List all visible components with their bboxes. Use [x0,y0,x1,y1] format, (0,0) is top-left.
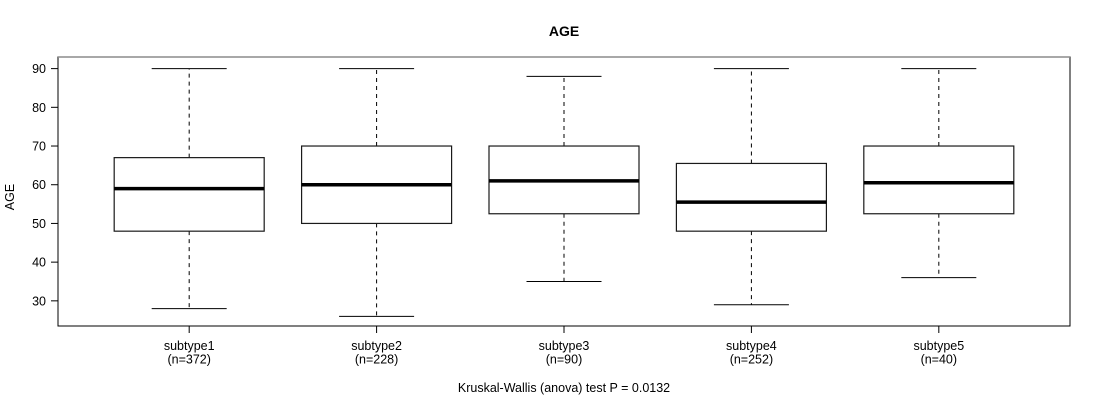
x-sublabel: (n=228) [355,353,398,367]
y-tick-label: 40 [32,256,46,270]
boxplot-group-subtype4: subtype4(n=252) [675,68,828,367]
x-sublabel: (n=40) [921,353,957,367]
x-label: subtype1 [164,339,215,353]
y-tick-label: 70 [32,140,46,154]
y-axis-title: AGE [3,184,17,210]
y-tick-label: 50 [32,217,46,231]
x-label: subtype2 [351,339,402,353]
caption: Kruskal-Wallis (anova) test P = 0.0132 [458,381,670,395]
y-tick-label: 60 [32,178,46,192]
y-tick-label: 90 [32,62,46,76]
iqr-box [113,157,265,232]
x-label: subtype3 [539,339,590,353]
boxplot-group-subtype3: subtype3(n=90) [488,75,640,367]
x-sublabel: (n=252) [730,353,773,367]
x-label: subtype5 [913,339,964,353]
chart-title: AGE [549,23,579,39]
iqr-box [863,145,1015,215]
boxplot-group-subtype5: subtype5(n=40) [863,68,1015,367]
x-sublabel: (n=372) [167,353,210,367]
boxplot-group-subtype2: subtype2(n=228) [300,68,453,367]
y-tick-label: 30 [32,294,46,308]
iqr-box [675,162,828,232]
x-label: subtype4 [726,339,777,353]
y-tick-label: 80 [32,101,46,115]
boxplot-group-subtype1: subtype1(n=372) [113,68,265,367]
x-sublabel: (n=90) [546,353,582,367]
chart-layer: 30405060708090subtype1(n=372)subtype2(n=… [32,56,1071,367]
